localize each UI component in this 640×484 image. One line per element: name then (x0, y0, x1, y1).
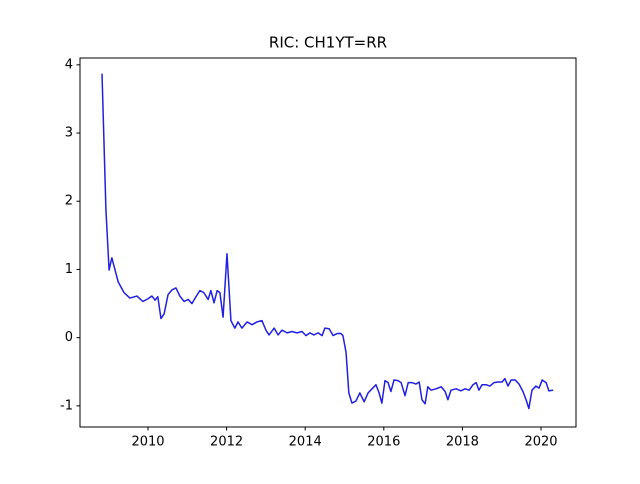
y-tick-label: -1 (60, 398, 73, 413)
line-series (101, 73, 554, 410)
x-tick-label: 2018 (446, 435, 479, 450)
y-tick-label: 4 (65, 57, 73, 72)
x-tick-label: 2014 (289, 435, 322, 450)
y-tick-label: 1 (65, 262, 73, 277)
chart-title: RIC: CH1YT=RR (269, 34, 387, 52)
axes-frame (79, 57, 577, 428)
y-tick-label: 0 (65, 330, 73, 345)
x-tick-label: 2016 (367, 435, 400, 450)
y-tick-label: 2 (65, 194, 73, 209)
x-tick-label: 2010 (131, 435, 164, 450)
y-tick-label: 3 (65, 126, 73, 141)
x-tick-label: 2012 (210, 435, 243, 450)
x-tick-label: 2020 (524, 435, 557, 450)
